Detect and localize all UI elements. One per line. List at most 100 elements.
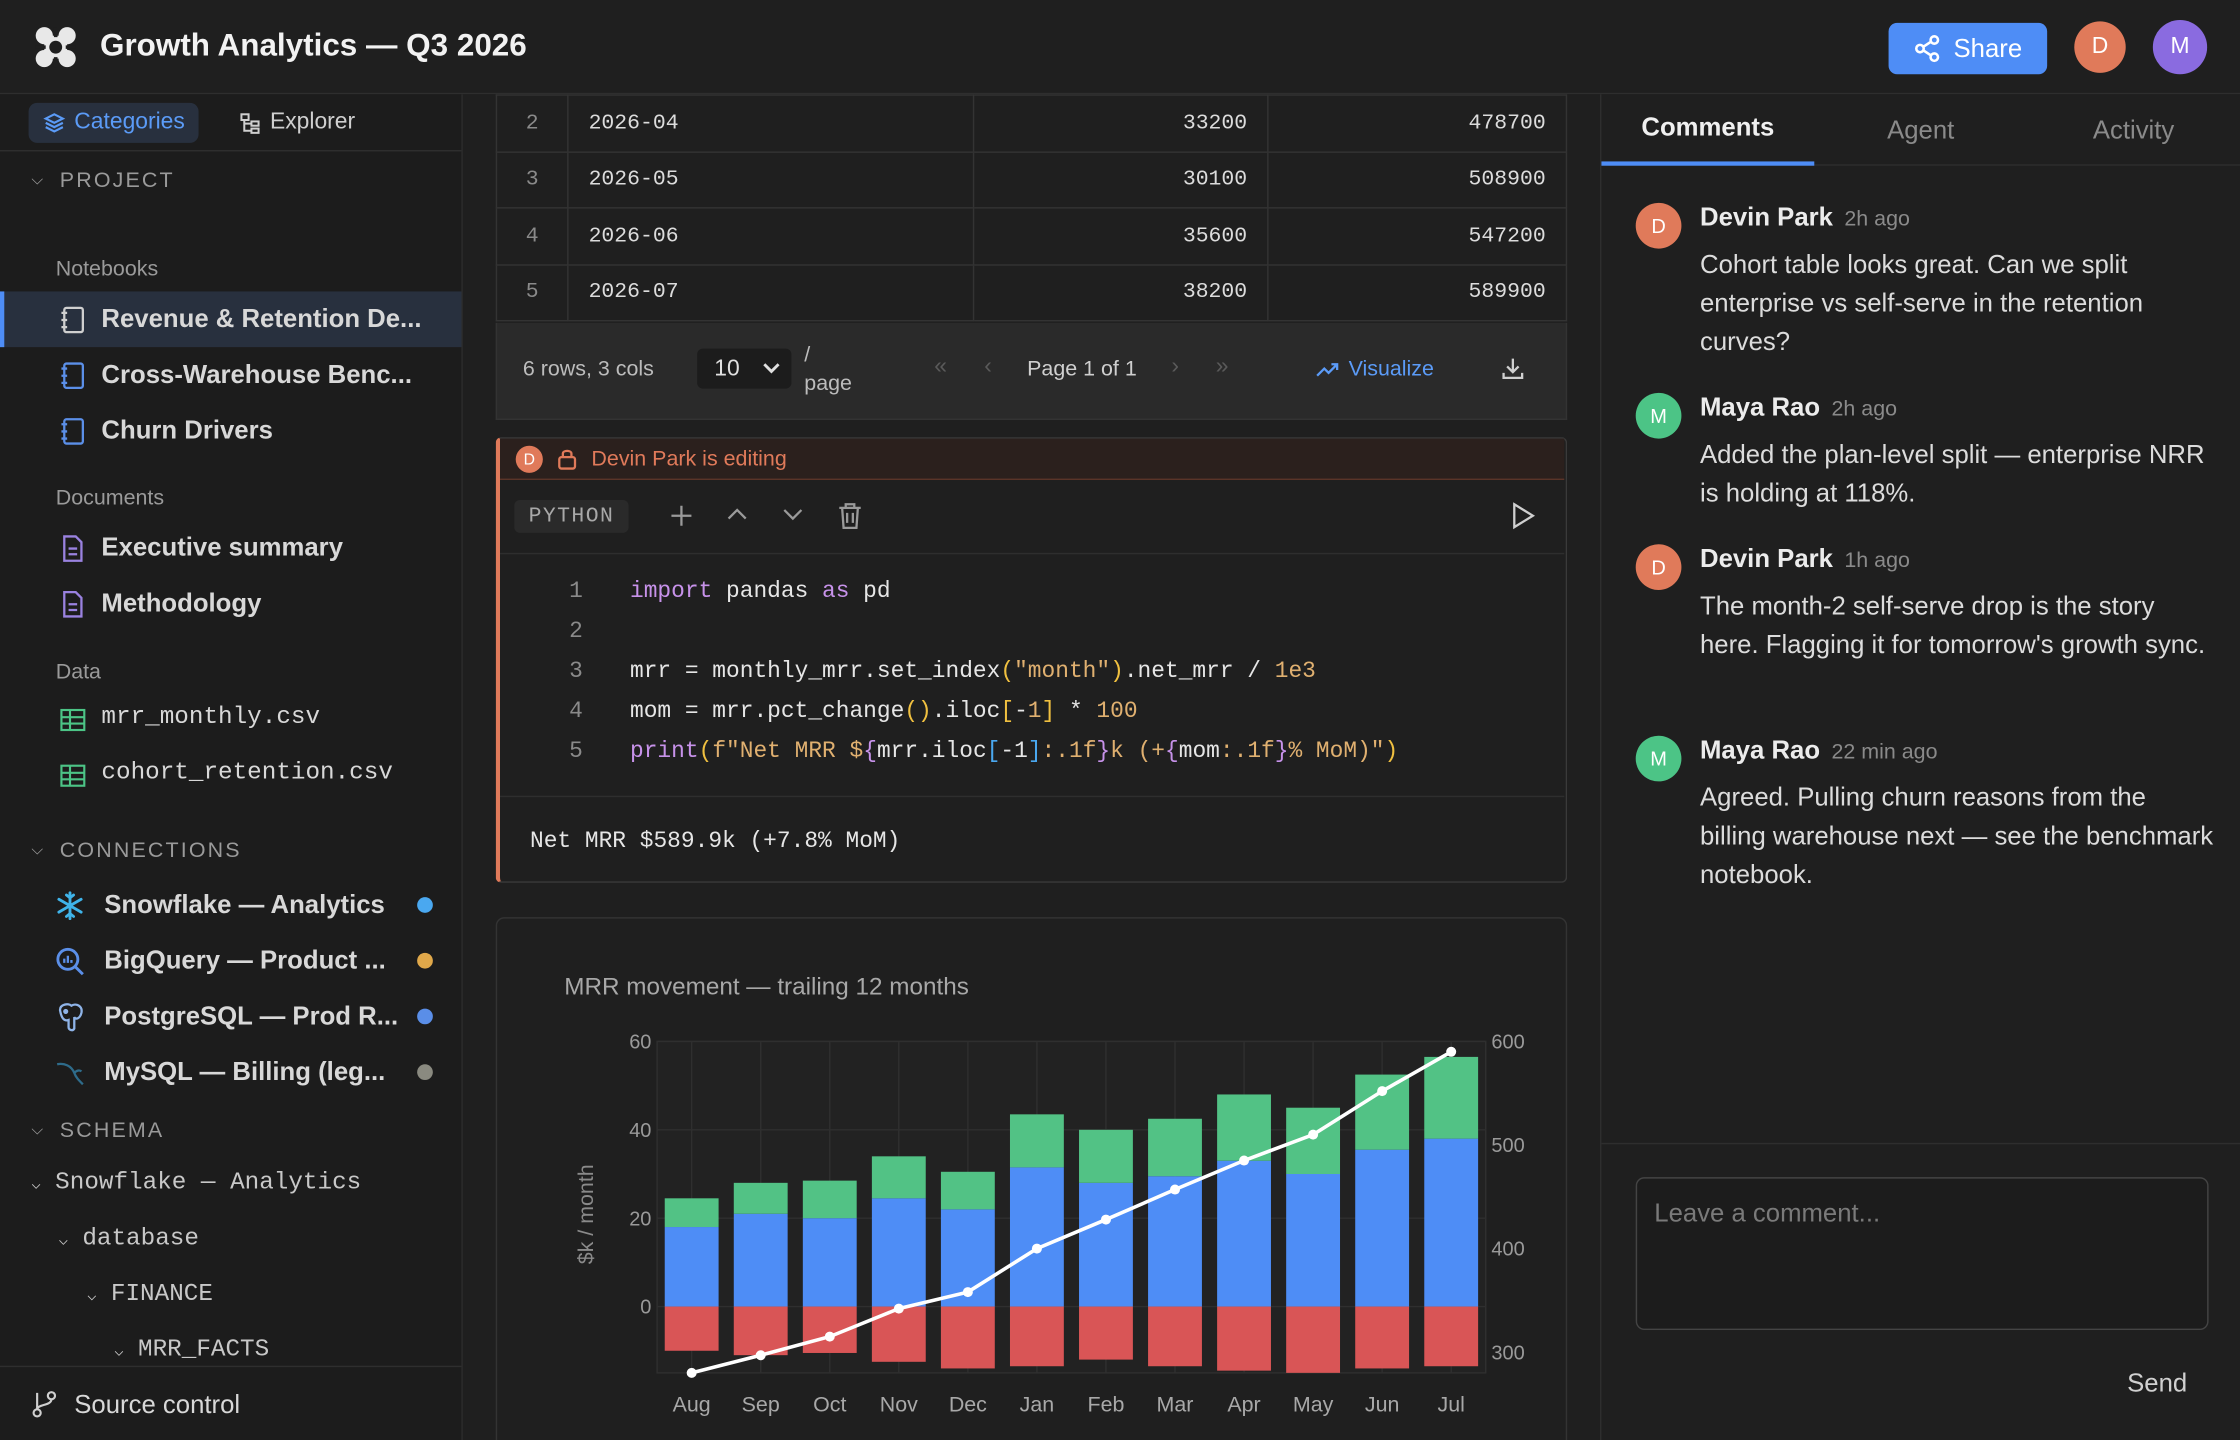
tab-comments[interactable]: Comments <box>1601 94 1815 166</box>
sidebar-item-connection[interactable]: BigQuery — Product ... <box>0 933 461 989</box>
page-indicator: Page 1 of 1 <box>1027 357 1137 382</box>
code-editor[interactable]: 1 2 3 4 5 import pandas as pd mrr = mont… <box>500 556 1564 796</box>
author-name: Devin Park <box>1699 202 1833 232</box>
bar-expansion <box>802 1180 857 1219</box>
schema-tree-label: MRR_FACTS <box>138 1337 270 1365</box>
comment-time: 2h ago <box>1844 207 1910 232</box>
bar-churn <box>664 1306 719 1351</box>
table-cell[interactable]: 547200 <box>1267 207 1568 265</box>
section-project[interactable]: ⌵ PROJECT <box>31 169 174 193</box>
chevron-down-icon[interactable] <box>781 506 804 523</box>
sidebar-item-connection[interactable]: PostgreSQL — Prod R... <box>0 989 461 1045</box>
data-heading: Data <box>55 659 101 685</box>
schema-tree-item[interactable]: ⌵ database <box>59 1226 199 1253</box>
share-button[interactable]: Share <box>1888 22 2048 75</box>
x-tick-label: Feb <box>1088 1392 1125 1416</box>
schema-tree-label: Snowflake — Analytics <box>55 1169 362 1198</box>
sidebar-item-data[interactable]: cohort_retention.csv <box>0 747 461 803</box>
language-badge[interactable]: PYTHON <box>514 499 629 533</box>
plot-area <box>656 1040 1487 1374</box>
bar-expansion <box>1217 1094 1271 1161</box>
code-line: mrr = monthly_mrr.set_index("month").net… <box>629 658 1316 685</box>
first-page-icon[interactable]: « <box>934 354 948 379</box>
row-summary: 6 rows, 3 cols <box>522 357 654 382</box>
sidebar-item-connection[interactable]: MySQL — Billing (leg... <box>0 1044 461 1100</box>
sidebar-item-notebook[interactable]: Revenue & Retention De... <box>0 291 462 348</box>
tab-activity[interactable]: Activity <box>2092 114 2175 144</box>
sidebar-item-connection[interactable]: Snowflake — Analytics <box>0 877 461 933</box>
table-cell[interactable]: 33200 <box>972 94 1269 153</box>
table-cell[interactable]: 2026-07 <box>567 263 975 322</box>
table-cell[interactable]: 508900 <box>1267 150 1568 209</box>
tab-explorer-label: Explorer <box>269 109 356 135</box>
comment-text: The month-2 self-serve drop is the story… <box>1699 591 2206 659</box>
sidebar-item-label: Revenue & Retention De... <box>101 304 422 333</box>
sidebar-item-document[interactable]: Executive summary <box>0 520 461 576</box>
avatar[interactable]: D <box>2074 21 2126 73</box>
sidebar-item-data[interactable]: mrr_monthly.csv <box>0 691 461 747</box>
bar-new <box>1217 1160 1271 1307</box>
tab-agent[interactable]: Agent <box>1887 114 1955 144</box>
line-point <box>1169 1184 1180 1195</box>
x-tick-label: Jan <box>1020 1392 1055 1416</box>
tab-explorer[interactable]: Explorer <box>224 103 369 143</box>
y2-tick-label: 300 <box>1491 1342 1524 1364</box>
send-button[interactable]: Send <box>2127 1368 2188 1398</box>
right-tabs: Comments Agent Activity <box>1601 94 2240 166</box>
code-cell[interactable]: D Devin Park is editing PYTHON 1 2 3 4 5… <box>495 437 1568 883</box>
download-icon[interactable] <box>1501 357 1524 380</box>
editing-banner: D Devin Park is editing <box>499 438 1565 480</box>
table-cell[interactable]: 478700 <box>1267 94 1568 153</box>
notebook-icon <box>61 306 84 334</box>
chevron-down-icon: ⌵ <box>58 1232 69 1250</box>
sidebar-item-notebook[interactable]: Cross-Warehouse Benc... <box>0 347 461 403</box>
sidebar: Categories Explorer ⌵ PROJECT Notebooks … <box>0 94 463 1440</box>
page-size-select[interactable]: 10 <box>697 348 792 389</box>
notebook-icon <box>61 362 84 389</box>
last-page-icon[interactable]: » <box>1215 354 1229 379</box>
plus-icon[interactable] <box>669 503 695 529</box>
table-cell[interactable]: 2026-04 <box>567 94 975 153</box>
avatar: M <box>1635 392 1682 439</box>
visualize-button[interactable]: Visualize <box>1316 357 1434 381</box>
schema-tree-item[interactable]: ⌵ Snowflake — Analytics <box>31 1170 361 1197</box>
row-index: 3 <box>495 150 569 209</box>
trend-up-icon <box>1316 362 1339 376</box>
trash-icon[interactable] <box>837 501 863 530</box>
y-tick-label: 20 <box>629 1208 651 1230</box>
folder-tree-icon <box>240 113 260 134</box>
next-page-icon[interactable]: › <box>1171 354 1180 379</box>
mrr-chart[interactable]: MRR movement — trailing 12 months $k / m… <box>497 919 1568 1440</box>
sidebar-item-notebook[interactable]: Churn Drivers <box>0 403 461 459</box>
schema-tree-item[interactable]: ⌵ MRR_FACTS <box>114 1337 269 1364</box>
table-cell[interactable]: 30100 <box>972 150 1269 209</box>
sidebar-item-document[interactable]: Methodology <box>0 576 461 632</box>
table-cell[interactable]: 2026-06 <box>567 207 975 265</box>
table-cell[interactable]: 35600 <box>972 207 1269 265</box>
sidebar-item-label: MySQL — Billing (leg... <box>104 1057 386 1086</box>
tab-categories[interactable]: Categories <box>28 102 200 143</box>
section-connections[interactable]: ⌵ CONNECTIONS <box>31 839 241 863</box>
source-control-button[interactable]: Source control <box>0 1365 462 1440</box>
comment-input[interactable]: Leave a comment... <box>1635 1177 2209 1330</box>
git-branch-icon <box>32 1391 57 1418</box>
table-cell[interactable]: 2026-05 <box>567 150 975 209</box>
chevron-down-icon <box>763 363 780 374</box>
sidebar-item-label: cohort_retention.csv <box>101 759 393 788</box>
avatar[interactable]: M <box>2152 19 2208 75</box>
schema-tree-item[interactable]: ⌵ FINANCE <box>87 1281 213 1308</box>
section-schema[interactable]: ⌵ SCHEMA <box>31 1119 164 1143</box>
layers-icon <box>43 113 66 133</box>
chevron-down-icon: ⌵ <box>87 1287 97 1305</box>
chevron-up-icon[interactable] <box>726 506 749 523</box>
notebooks-heading: Notebooks <box>55 257 159 282</box>
table-cell[interactable]: 38200 <box>972 263 1269 322</box>
comment-placeholder: Leave a comment... <box>1654 1198 1881 1228</box>
per-page-label: / <box>804 342 811 368</box>
table-cell[interactable]: 589900 <box>1267 263 1568 322</box>
bar-churn <box>733 1306 788 1356</box>
line-point <box>755 1350 766 1361</box>
prev-page-icon[interactable]: ‹ <box>984 354 992 379</box>
bar-new <box>1424 1138 1479 1307</box>
run-icon[interactable] <box>1510 501 1536 530</box>
